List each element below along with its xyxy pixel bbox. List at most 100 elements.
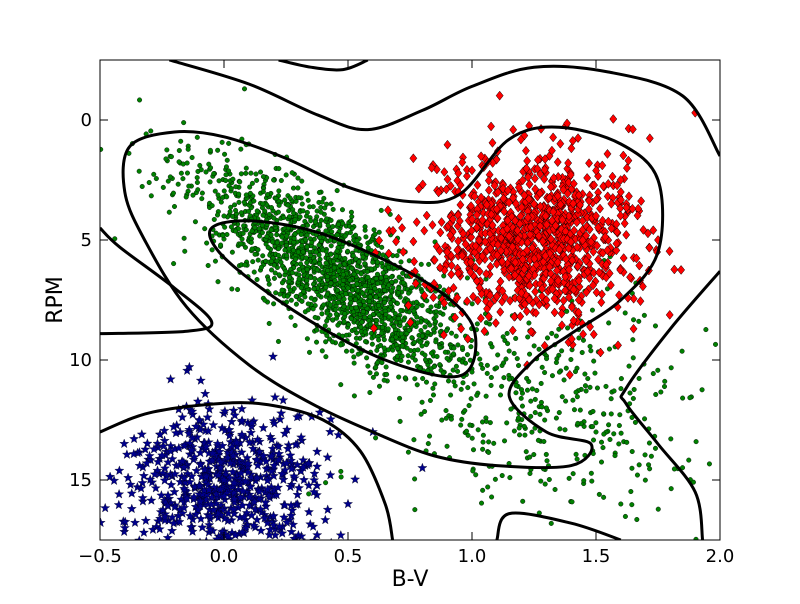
data-point-circle (450, 367, 456, 373)
data-point-circle (280, 215, 286, 221)
data-point-circle (260, 189, 266, 195)
data-point-circle (395, 290, 401, 296)
data-point-circle (484, 362, 490, 368)
data-point-circle (388, 293, 394, 299)
data-point-star (342, 498, 354, 509)
data-point-circle (395, 345, 401, 351)
data-point-circle (335, 322, 341, 328)
data-point-circle (411, 339, 417, 345)
data-point-circle (276, 246, 282, 252)
data-point-circle (350, 253, 356, 259)
data-point-star (182, 468, 193, 479)
data-point-star (325, 469, 336, 480)
data-point-star (147, 567, 156, 576)
data-point-circle (274, 232, 280, 238)
data-point-circle (205, 263, 211, 269)
data-point-star (208, 419, 219, 430)
data-point-circle (554, 356, 560, 362)
data-point-diamond (616, 210, 625, 221)
data-point-circle (631, 317, 637, 323)
data-point-circle (426, 261, 432, 267)
data-point-circle (291, 210, 297, 216)
data-point-circle (419, 303, 425, 309)
data-point-diamond (545, 192, 554, 203)
data-point-diamond (487, 121, 495, 132)
data-point-circle (599, 459, 605, 465)
data-point-circle (327, 302, 333, 308)
data-point-star (162, 500, 173, 511)
data-point-circle (226, 140, 232, 146)
data-point-diamond (497, 246, 505, 256)
data-point-circle (391, 323, 397, 329)
data-point-circle (427, 433, 433, 439)
data-point-circle (247, 184, 253, 190)
data-point-diamond (511, 215, 520, 226)
data-point-circle (506, 348, 512, 354)
data-point-circle (288, 314, 294, 320)
data-point-diamond (467, 225, 476, 236)
data-point-circle (618, 501, 624, 507)
data-point-circle (319, 311, 325, 317)
data-point-star (298, 455, 309, 465)
data-point-circle (400, 280, 406, 286)
data-point-circle (430, 385, 436, 391)
data-point-circle (264, 234, 270, 240)
data-point-circle (235, 287, 241, 293)
data-point-circle (207, 179, 213, 185)
data-point-circle (323, 284, 329, 290)
data-point-star (159, 475, 170, 485)
data-point-circle (433, 319, 439, 325)
data-point-circle (483, 393, 489, 399)
data-point-circle (229, 286, 235, 292)
data-point-circle (503, 356, 509, 362)
data-point-circle (166, 209, 172, 215)
data-point-circle (573, 451, 579, 457)
data-point-star (289, 471, 299, 481)
data-point-star (138, 470, 149, 481)
data-point-circle (358, 271, 364, 277)
data-point-circle (427, 397, 433, 403)
data-point-circle (331, 265, 337, 271)
data-point-circle (186, 183, 192, 189)
data-point-star (263, 548, 272, 557)
x-tick-label: 0.0 (210, 546, 239, 567)
data-point-star (113, 499, 124, 510)
data-point-circle (183, 194, 189, 200)
data-point-circle (433, 303, 439, 309)
data-point-diamond (515, 273, 524, 284)
data-point-circle (568, 357, 574, 363)
data-point-star (215, 484, 226, 494)
data-point-circle (275, 209, 281, 215)
data-point-diamond (468, 214, 477, 225)
data-point-star (230, 529, 241, 540)
data-point-diamond (509, 193, 517, 203)
data-point-circle (444, 443, 450, 449)
data-point-diamond (524, 172, 532, 183)
data-point-circle (304, 209, 310, 215)
data-point-star (265, 524, 276, 534)
data-point-circle (361, 298, 367, 304)
data-point-diamond (480, 326, 489, 337)
data-point-circle (441, 273, 447, 279)
data-point-circle (480, 439, 486, 445)
data-point-circle (293, 301, 299, 307)
data-point-diamond (404, 300, 413, 311)
data-point-star (266, 434, 277, 444)
data-point-circle (590, 424, 596, 430)
data-point-circle (521, 423, 527, 429)
data-point-diamond (490, 180, 499, 191)
data-point-diamond (399, 246, 408, 257)
data-point-star (195, 513, 206, 524)
data-point-circle (238, 171, 244, 177)
data-point-circle (324, 274, 330, 280)
data-point-circle (275, 338, 281, 344)
data-point-circle (197, 162, 203, 168)
data-point-diamond (552, 265, 561, 276)
data-point-circle (438, 322, 444, 328)
data-point-circle (285, 293, 291, 299)
data-point-circle (353, 335, 359, 341)
data-point-star (229, 477, 239, 488)
data-point-circle (570, 471, 576, 477)
data-point-diamond (567, 143, 576, 154)
data-point-diamond (524, 194, 533, 204)
